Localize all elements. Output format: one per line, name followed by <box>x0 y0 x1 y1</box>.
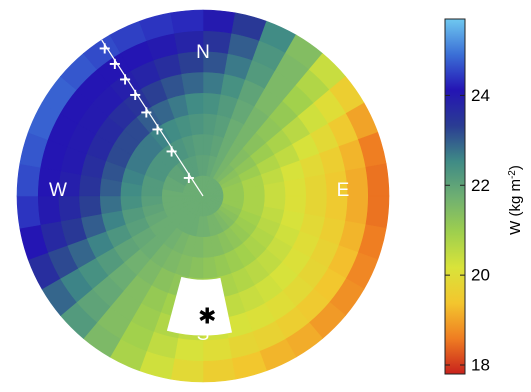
sky-cell <box>16 163 41 197</box>
sky-cell <box>181 71 204 95</box>
sky-cell <box>202 9 236 34</box>
colorbar <box>444 18 466 375</box>
colorbar-title: W (kg m-2) <box>507 165 525 235</box>
sky-cell <box>304 174 328 197</box>
colorbar-title-tail: ) <box>507 165 524 170</box>
track-marker: + <box>151 119 164 138</box>
masked-region <box>166 276 232 336</box>
colorbar-tick-label: 20 <box>471 266 490 285</box>
colorbar-title-main: W (kg m <box>507 179 524 235</box>
direction-label-east: E <box>337 180 350 201</box>
track-marker: + <box>165 141 178 160</box>
colorbar-title-sup: -2 <box>507 170 518 179</box>
direction-label-west: W <box>49 180 67 201</box>
sky-map <box>16 9 390 383</box>
colorbar-tick-label: 24 <box>471 86 490 105</box>
sun-marker: ✱ <box>198 304 216 329</box>
sky-cell <box>365 195 390 229</box>
direction-label-south: S <box>197 324 210 345</box>
track-marker: + <box>118 70 131 89</box>
track-marker: + <box>182 168 195 187</box>
track-marker: + <box>108 54 121 73</box>
track-markers: ++++++++ <box>98 38 195 186</box>
colorbar-tick-label: 22 <box>471 176 490 195</box>
colorbar-tick-label: 18 <box>471 356 490 375</box>
sky-cell <box>365 163 390 197</box>
colorbar-ticks: 18 20 22 24 <box>445 86 490 375</box>
sky-cell <box>202 358 236 383</box>
track-marker: + <box>98 38 111 57</box>
sky-cell <box>16 195 41 229</box>
sky-cell <box>78 195 102 218</box>
sky-cell <box>170 358 204 383</box>
track-marker: + <box>128 85 141 104</box>
sky-cell <box>170 9 204 34</box>
direction-label-north: N <box>196 42 210 63</box>
track-marker: + <box>140 102 153 121</box>
track-line <box>101 39 204 197</box>
